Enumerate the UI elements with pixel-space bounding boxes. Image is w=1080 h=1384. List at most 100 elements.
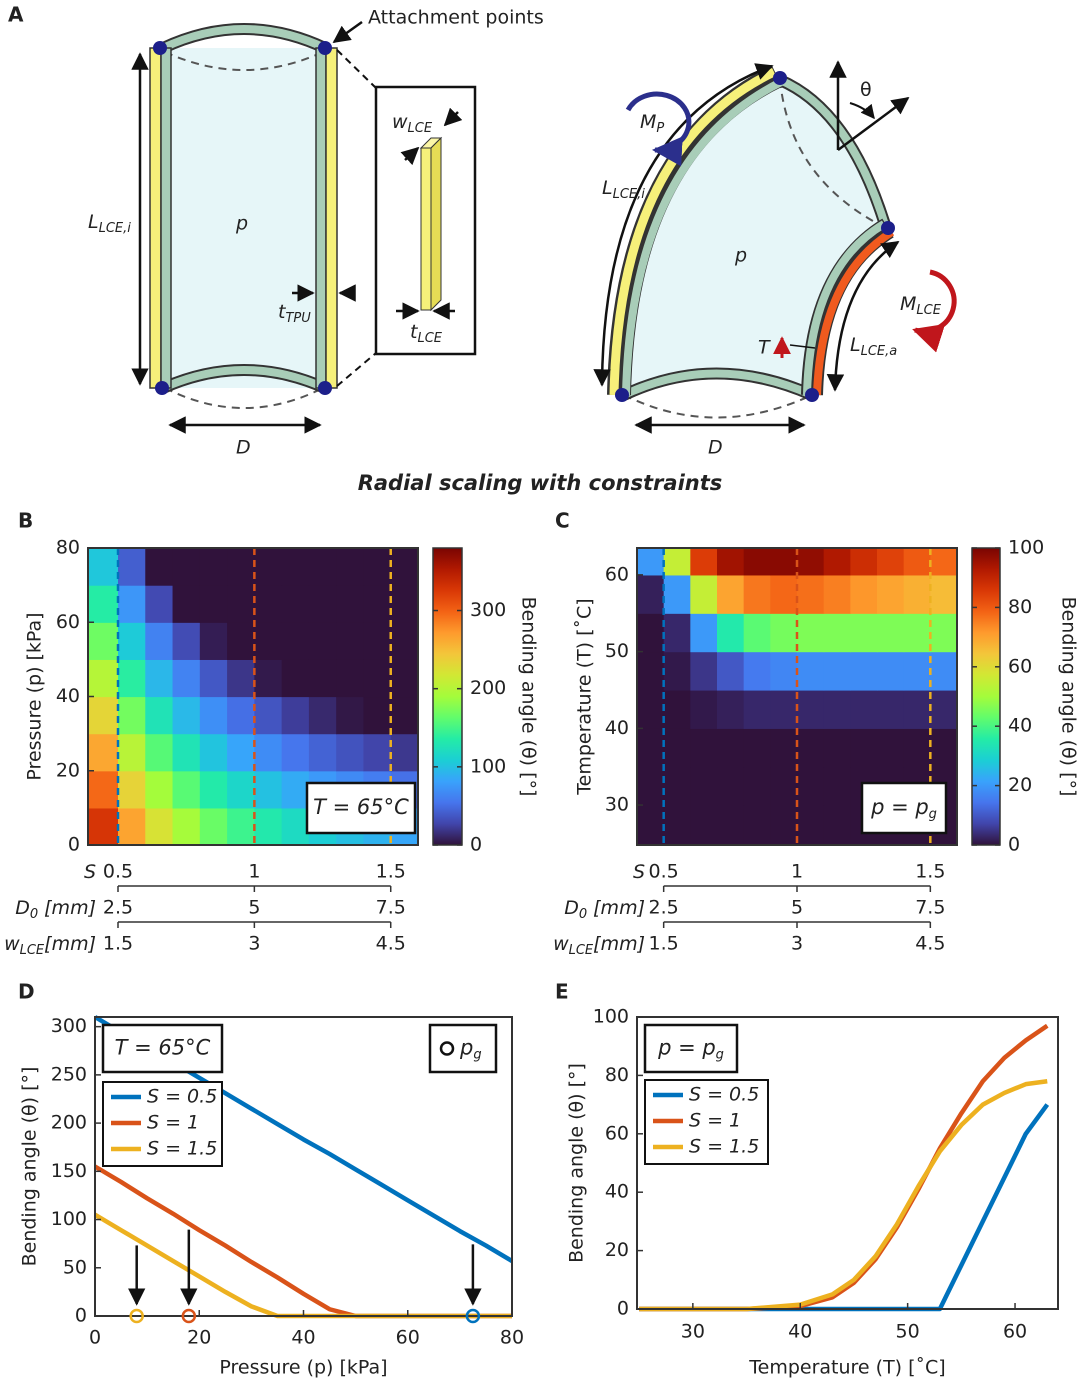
lce-strip [325,47,338,389]
heatmap-cell [118,585,146,623]
heatmap-cell [308,696,337,735]
heatmap-cell [281,622,310,660]
heatmap-cell [336,622,365,660]
label-sub: LCE,a [861,344,898,359]
heatmap-cell [770,766,798,806]
heatmap-cell [903,651,931,691]
text-sub: 0 [30,907,38,922]
annotation-box [101,1023,224,1074]
legend-label: S = 1.5 [147,1138,217,1160]
x-tick-label: 40 [291,1327,315,1349]
heatmap-cell [227,585,255,623]
y-axis-label: Pressure (p) [kPa] [24,612,46,780]
heatmap-cell [797,548,825,576]
pg-point [465,1308,481,1324]
heatmap-cell [770,651,798,691]
width-arrow [400,146,420,166]
y-axis-label: Bending angle (θ) [°] [566,1063,588,1263]
heatmap-cell [903,548,931,576]
colorbar-label: Bending angle (θ) [°] [1058,597,1080,797]
attachment-point [881,221,895,235]
heatmap-cell [363,696,392,735]
y-tick-label: 0 [75,1305,87,1327]
text-sub: g [716,1047,724,1062]
heatmap-cell [663,574,691,614]
y-tick-label: 300 [51,1015,87,1037]
y-tick-label: 0 [617,1298,629,1320]
heatmap-cell [88,770,119,809]
annotation: T = 65°C [313,795,409,819]
heatmap-cell [877,548,905,576]
heatmap-cell [850,613,878,653]
heatmap-cell [227,696,255,735]
heatmap-cell [281,770,310,809]
y-tick-label: 80 [605,1064,629,1086]
heatmap-cell [390,548,419,586]
colorbar-label: Bending angle (θ) [°] [518,597,540,797]
heatmap-cell [363,585,392,623]
heatmap-cell [797,805,825,846]
heatmap-cell [390,733,419,772]
heatmap-cell [390,696,419,735]
tube-rim [161,366,327,392]
text-main: p = p [657,1036,716,1060]
heatmap-cell [663,766,691,806]
annotation-box [860,781,948,835]
heatmap-cell [145,585,174,623]
heatmap-cell [743,651,771,691]
plot-frame [636,1016,1059,1310]
length-arrow [593,63,774,387]
annotation-box [643,1023,739,1074]
heatmap-cell [717,613,745,653]
attachment-point [773,71,787,85]
label-sub: LCE [408,121,433,136]
x-axis-label: Temperature (T) [˚C] [748,1357,945,1379]
heatmap-cell [743,766,771,806]
heatmap-cell [172,733,201,772]
heatmap-cell [363,622,392,660]
x-tick-label: 20 [187,1327,211,1349]
heatmap-cell [118,770,146,809]
heatmap-cell [336,585,365,623]
heatmap-cell [717,728,745,768]
text-main: w [4,933,20,955]
moment-arrow [625,91,692,167]
heatmap-cell [637,651,665,691]
scale-tick-label: 2.5 [103,897,133,919]
colorbar-tick-label: 0 [470,834,482,856]
text-main: T = 65°C [313,795,409,819]
heatmap-cell [308,585,337,623]
heatmap-cell [797,651,825,691]
heatmap-cell [145,622,174,660]
colorbar-tick-label: 80 [1008,596,1032,618]
thickness-label: tTPU [278,301,311,326]
lce-strip [149,47,162,389]
text-main: D [564,897,579,919]
heatmap-cell [254,659,283,698]
text-main: w [553,933,569,955]
y-tick-label: 100 [593,1006,629,1028]
text-after: [mm] [38,897,96,919]
heatmap-cell [690,548,718,576]
colorbar [971,547,1001,846]
pressure-label: p [235,213,248,235]
scale-tick-label: 3 [791,933,803,955]
y-tick-label: 20 [56,759,80,781]
heatmap-cell [88,548,119,586]
heatmap-cell [877,689,905,729]
scale-tick-label: 1.5 [103,933,133,955]
heatmap-cell [227,659,255,698]
annotation: T = 65°C [115,1036,211,1060]
heatmap-cell [88,622,119,660]
heatmap-cell [172,770,201,809]
legend-label: S = 1 [147,1112,199,1134]
text-main: S [633,861,645,883]
inset-link [336,49,377,89]
colorbar-tick-label: 300 [470,599,506,621]
heatmap-cell [281,548,310,586]
heatmap-cell [717,689,745,729]
heatmap-cell [743,805,771,846]
heatmap-cell [308,733,337,772]
legend-label: S = 0.5 [689,1084,759,1106]
heatmap-cell [903,574,931,614]
